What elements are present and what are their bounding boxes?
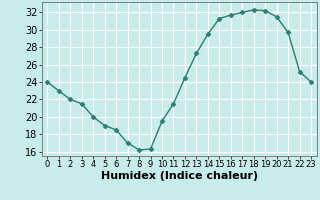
X-axis label: Humidex (Indice chaleur): Humidex (Indice chaleur) xyxy=(100,171,258,181)
